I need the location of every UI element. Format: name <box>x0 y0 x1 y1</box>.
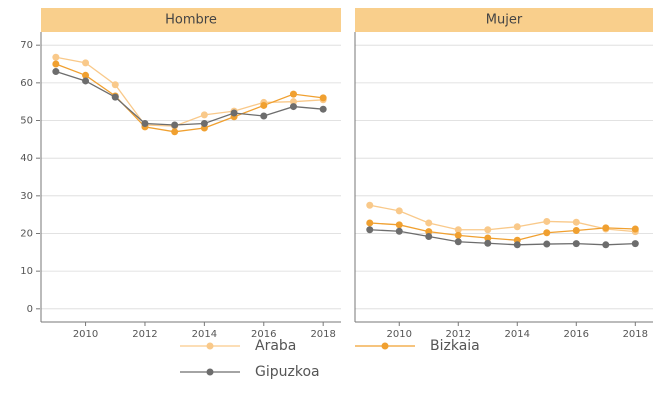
point <box>82 59 90 67</box>
point <box>425 228 433 236</box>
legend-marker <box>381 342 389 350</box>
point <box>454 231 462 239</box>
series-line <box>55 63 324 133</box>
legend-marker <box>206 368 214 376</box>
point <box>171 128 179 136</box>
series-line <box>369 204 636 233</box>
legend-label: Gipuzkoa <box>255 364 320 380</box>
point <box>171 121 179 129</box>
point <box>230 109 238 117</box>
point <box>52 53 60 61</box>
point <box>543 229 551 237</box>
point <box>631 240 639 248</box>
x-tick-label: 2014 <box>505 329 530 340</box>
x-tick-label: 2016 <box>564 329 589 340</box>
series-line <box>369 229 636 246</box>
point <box>484 239 492 247</box>
point <box>395 221 403 229</box>
point <box>484 226 492 234</box>
point <box>111 81 119 89</box>
point <box>454 238 462 246</box>
point <box>141 120 149 128</box>
series-line <box>369 222 636 241</box>
point <box>260 101 268 109</box>
x-tick-label: 2018 <box>310 329 335 340</box>
x-tick-label: 2012 <box>446 329 471 340</box>
point <box>260 112 268 120</box>
series-line <box>55 56 324 127</box>
y-tick-label: 0 <box>27 304 33 315</box>
y-tick-label: 30 <box>20 191 33 202</box>
point <box>395 207 403 215</box>
y-tick-label: 20 <box>20 228 33 239</box>
point <box>572 240 580 248</box>
point <box>631 225 639 233</box>
x-tick-label: 2016 <box>251 329 276 340</box>
point <box>82 77 90 85</box>
point <box>484 234 492 242</box>
point <box>543 240 551 248</box>
point <box>366 201 374 209</box>
point <box>395 227 403 235</box>
x-tick-label: 2012 <box>132 329 157 340</box>
point <box>572 226 580 234</box>
y-tick-label: 50 <box>20 116 33 127</box>
point <box>602 224 610 232</box>
x-tick-label: 2018 <box>623 329 648 340</box>
point <box>572 218 580 226</box>
point <box>425 233 433 241</box>
legend-marker <box>206 342 214 350</box>
point <box>82 71 90 79</box>
legend-label: Araba <box>255 338 296 354</box>
panel-title: Mujer <box>486 13 523 28</box>
panel-title: Hombre <box>165 13 217 28</box>
x-tick-label: 2010 <box>73 329 98 340</box>
series-line <box>55 70 324 126</box>
point <box>52 60 60 68</box>
point <box>319 105 327 113</box>
point <box>454 226 462 234</box>
point <box>52 68 60 76</box>
point <box>425 219 433 227</box>
x-tick-label: 2010 <box>387 329 412 340</box>
y-tick-label: 10 <box>20 266 33 277</box>
point <box>111 93 119 101</box>
point <box>289 103 297 111</box>
x-tick-label: 2014 <box>192 329 217 340</box>
point <box>289 90 297 98</box>
point <box>513 223 521 231</box>
point <box>319 94 327 102</box>
legend-label: Bizkaia <box>430 338 480 354</box>
point <box>513 241 521 249</box>
panel-header <box>355 8 653 32</box>
y-tick-label: 60 <box>20 78 33 89</box>
y-tick-label: 70 <box>20 40 33 51</box>
point <box>200 111 208 119</box>
point <box>366 219 374 227</box>
point <box>200 120 208 128</box>
point <box>289 98 297 106</box>
point <box>543 217 551 225</box>
point <box>602 241 610 249</box>
panel-header <box>41 8 341 32</box>
point <box>366 226 374 234</box>
y-tick-label: 40 <box>20 153 33 164</box>
